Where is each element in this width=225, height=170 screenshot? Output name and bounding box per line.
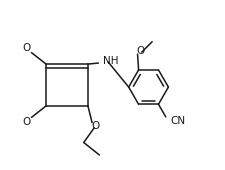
- Text: CN: CN: [170, 116, 185, 126]
- Text: NH: NH: [103, 56, 118, 66]
- Text: O: O: [91, 121, 99, 131]
- Text: O: O: [22, 117, 30, 127]
- Text: O: O: [135, 46, 144, 56]
- Text: O: O: [22, 43, 30, 53]
